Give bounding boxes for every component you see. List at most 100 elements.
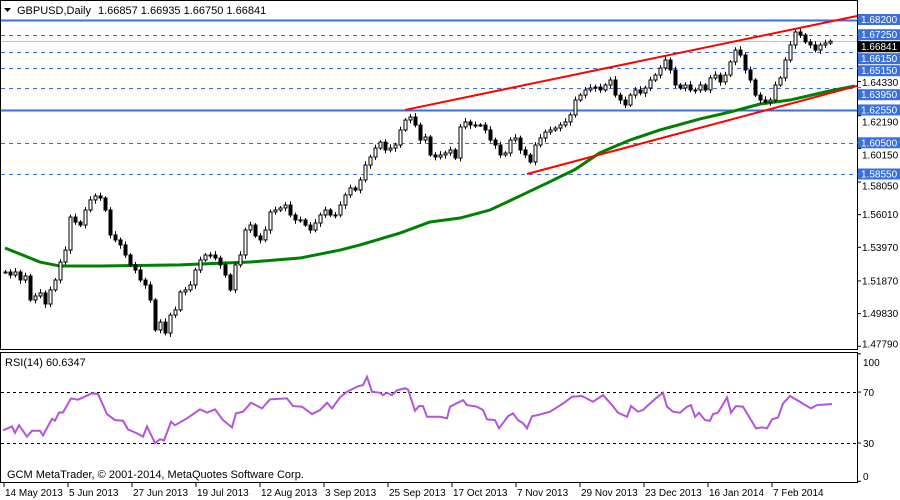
candle bbox=[38, 292, 43, 297]
candle bbox=[428, 136, 433, 156]
candle bbox=[368, 156, 373, 166]
candle bbox=[778, 77, 783, 86]
price-tick-label: 1.49830 bbox=[862, 309, 899, 320]
chart-symbol: GBPUSD,Daily bbox=[17, 5, 91, 17]
trendline bbox=[404, 14, 858, 111]
price-tick-label: 1.58050 bbox=[862, 181, 899, 192]
candle bbox=[478, 124, 483, 127]
candle bbox=[828, 40, 833, 44]
candle bbox=[158, 321, 163, 331]
candle bbox=[763, 99, 768, 103]
current-price-label: 1.66841 bbox=[861, 42, 898, 53]
candle bbox=[803, 34, 808, 43]
candle bbox=[288, 204, 293, 216]
chart-ohlc: 1.66857 1.66935 1.66750 1.66841 bbox=[98, 5, 266, 17]
candle bbox=[148, 284, 153, 301]
level-label-box bbox=[858, 104, 900, 116]
candle bbox=[568, 114, 573, 123]
copyright: GCM MetaTrader, © 2001-2014, MetaQuotes … bbox=[7, 469, 304, 481]
price-tick-label: 1.56010 bbox=[862, 210, 899, 221]
candle bbox=[13, 271, 18, 276]
candle bbox=[23, 275, 28, 281]
candle bbox=[168, 314, 173, 334]
candle bbox=[268, 211, 273, 231]
candles bbox=[3, 28, 833, 337]
candle bbox=[498, 144, 503, 156]
time-tick-label: 12 Aug 2013 bbox=[261, 488, 318, 499]
candle bbox=[678, 84, 683, 89]
candle bbox=[753, 79, 758, 96]
candle bbox=[513, 137, 518, 141]
level-label: 1.63950 bbox=[861, 90, 898, 101]
candle bbox=[213, 254, 218, 259]
candle bbox=[663, 59, 668, 69]
time-tick-label: 17 Oct 2013 bbox=[453, 488, 508, 499]
time-axis: 14 May 2013 5 Jun 2013 27 Jun 2013 19 Jul 2… bbox=[3, 483, 824, 499]
level-label-box bbox=[858, 168, 900, 180]
candle bbox=[548, 129, 553, 133]
candle bbox=[508, 139, 513, 154]
candle bbox=[28, 275, 33, 301]
candle bbox=[248, 224, 253, 231]
candle bbox=[738, 49, 743, 56]
candle bbox=[538, 137, 543, 146]
time-tick-label: 16 Jan 2014 bbox=[709, 488, 764, 499]
rsi-label: RSI(14) 60.6347 bbox=[5, 357, 86, 369]
candle bbox=[198, 259, 203, 271]
candle bbox=[733, 49, 738, 63]
candle bbox=[333, 214, 338, 217]
candle bbox=[793, 31, 798, 46]
candle bbox=[353, 187, 358, 191]
candle bbox=[473, 124, 478, 127]
candle bbox=[323, 209, 328, 216]
candle bbox=[423, 136, 428, 141]
candle bbox=[18, 271, 23, 281]
time-tick-label: 23 Dec 2013 bbox=[645, 488, 702, 499]
price-tick-label: 1.60150 bbox=[862, 150, 899, 161]
candle bbox=[118, 239, 123, 246]
candle bbox=[103, 197, 108, 211]
candle bbox=[328, 209, 333, 216]
candle bbox=[183, 289, 188, 293]
candle bbox=[53, 279, 58, 291]
candle bbox=[608, 79, 613, 86]
candle bbox=[108, 209, 113, 236]
candle bbox=[243, 229, 248, 256]
candle bbox=[88, 199, 93, 211]
level-label: 1.67250 bbox=[861, 30, 898, 41]
candle bbox=[8, 271, 13, 276]
candle bbox=[583, 89, 588, 96]
candle bbox=[233, 264, 238, 291]
candle bbox=[298, 219, 303, 222]
candle bbox=[598, 86, 603, 91]
candle bbox=[93, 195, 98, 201]
candle bbox=[818, 44, 823, 51]
candle bbox=[588, 87, 593, 91]
candle bbox=[698, 84, 703, 91]
candle bbox=[218, 257, 223, 266]
level-label: 1.66150 bbox=[861, 54, 898, 65]
candle bbox=[398, 129, 403, 146]
candle bbox=[383, 141, 388, 151]
candle bbox=[83, 209, 88, 226]
candle bbox=[133, 264, 138, 271]
candle bbox=[113, 234, 118, 241]
candle bbox=[208, 254, 213, 257]
candle bbox=[558, 124, 563, 129]
rsi-indicator: 100 70 30 0 bbox=[1, 353, 880, 483]
candle bbox=[493, 139, 498, 146]
dropdown-triangle-icon[interactable] bbox=[4, 8, 11, 12]
moving-average bbox=[4, 84, 856, 268]
candle bbox=[673, 69, 678, 86]
time-tick-label: 5 Jun 2013 bbox=[69, 488, 119, 499]
trendline bbox=[526, 84, 858, 175]
candle bbox=[278, 207, 283, 211]
candle bbox=[458, 126, 463, 159]
candle bbox=[358, 179, 363, 191]
price-tick-label: 1.62190 bbox=[862, 117, 899, 128]
candle bbox=[563, 121, 568, 126]
candle bbox=[413, 116, 418, 126]
candle bbox=[338, 204, 343, 216]
candle bbox=[573, 99, 578, 116]
